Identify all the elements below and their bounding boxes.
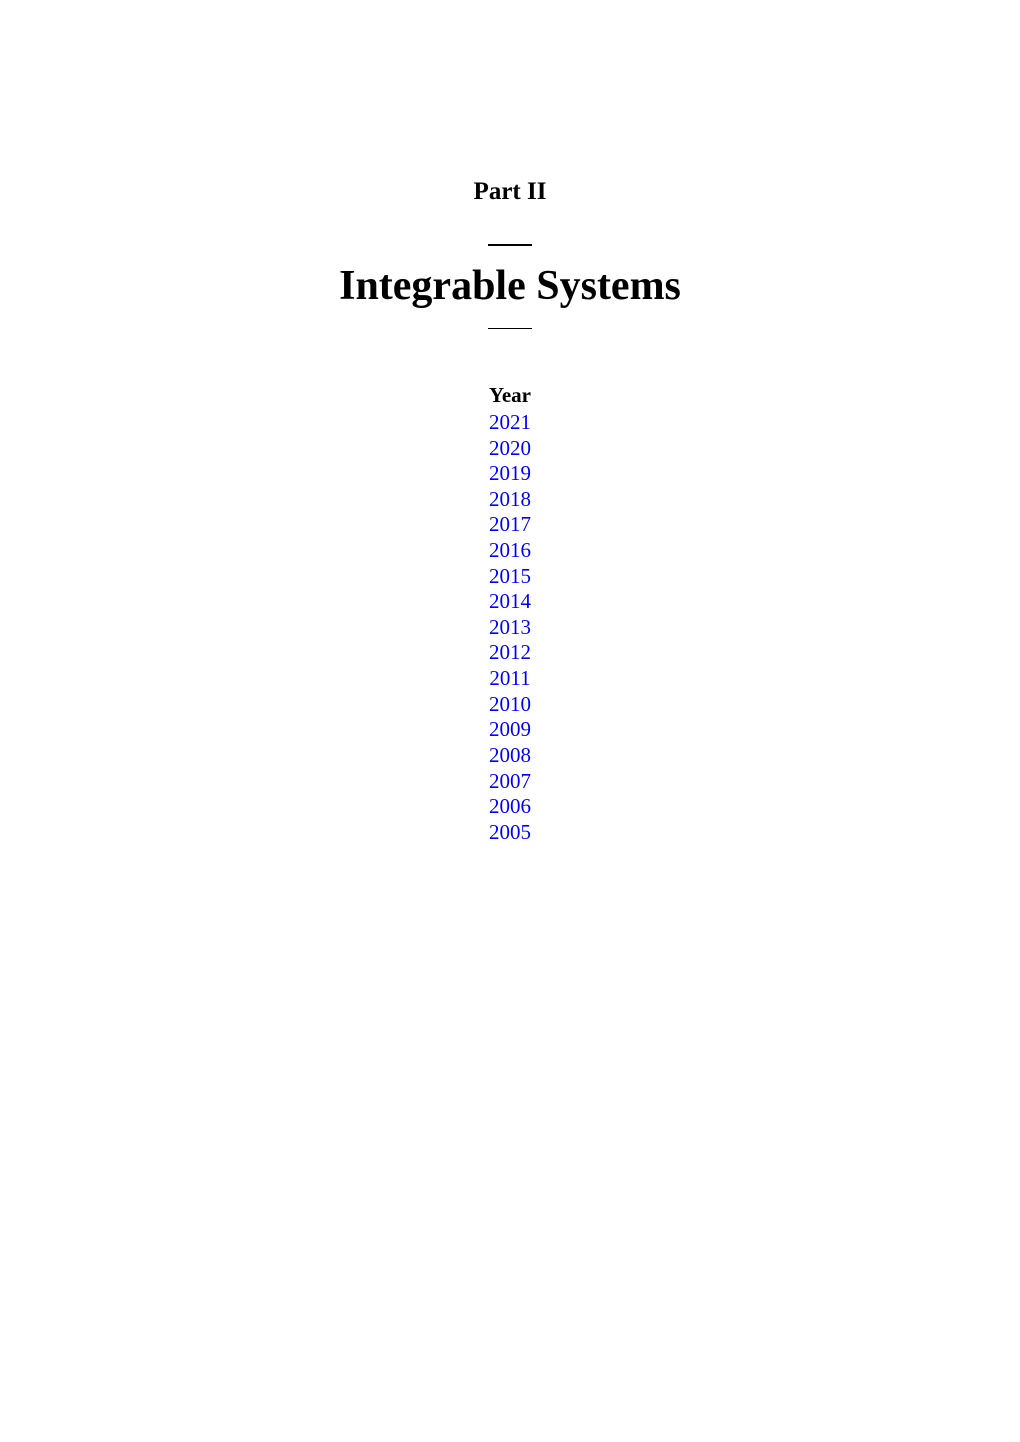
- year-link[interactable]: 2008: [489, 743, 531, 769]
- horizontal-rule-bottom: [488, 328, 532, 330]
- page-container: Part II Integrable Systems Year 2021 202…: [0, 0, 1020, 845]
- year-link[interactable]: 2014: [489, 589, 531, 615]
- page-title: Integrable Systems: [339, 262, 681, 310]
- year-link[interactable]: 2010: [489, 692, 531, 718]
- year-link[interactable]: 2011: [489, 666, 530, 692]
- part-label: Part II: [474, 178, 547, 206]
- year-link[interactable]: 2020: [489, 436, 531, 462]
- year-column-header: Year: [489, 383, 531, 408]
- year-link[interactable]: 2015: [489, 564, 531, 590]
- year-link[interactable]: 2019: [489, 461, 531, 487]
- horizontal-rule-top: [488, 244, 532, 246]
- year-link[interactable]: 2009: [489, 717, 531, 743]
- year-list: Year 2021 2020 2019 2018 2017 2016 2015 …: [489, 383, 531, 845]
- year-link[interactable]: 2018: [489, 487, 531, 513]
- year-link[interactable]: 2013: [489, 615, 531, 641]
- year-link[interactable]: 2012: [489, 640, 531, 666]
- year-link[interactable]: 2016: [489, 538, 531, 564]
- year-link[interactable]: 2006: [489, 794, 531, 820]
- year-link[interactable]: 2017: [489, 512, 531, 538]
- year-link[interactable]: 2007: [489, 769, 531, 795]
- year-link[interactable]: 2005: [489, 820, 531, 846]
- year-link[interactable]: 2021: [489, 410, 531, 436]
